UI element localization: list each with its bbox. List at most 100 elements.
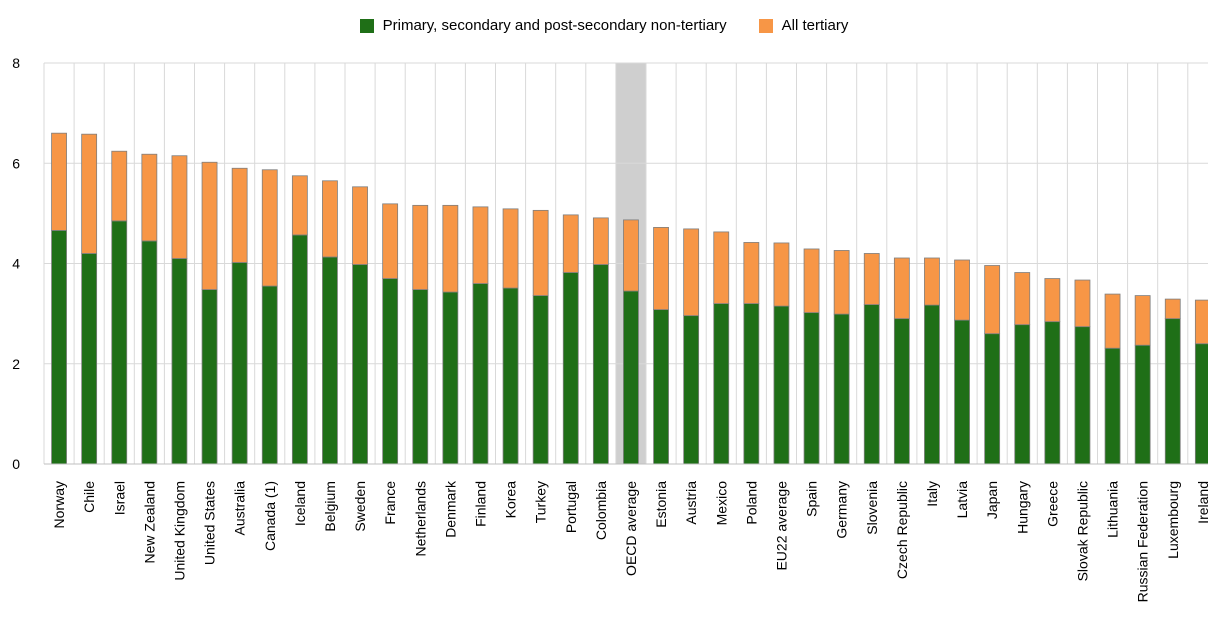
x-tick-label: Canada (1) <box>262 481 278 551</box>
bar-segment-primary <box>1134 344 1151 465</box>
bar-segment-primary <box>924 304 940 465</box>
x-tick-label: EU22 average <box>773 481 789 571</box>
legend-label-tertiary: All tertiary <box>781 17 849 34</box>
bar-segment-tertiary <box>893 257 910 320</box>
bar-segment-tertiary <box>1164 298 1181 320</box>
x-tick-label: Poland <box>743 481 759 525</box>
chart-legend: Primary, secondary and post-secondary no… <box>0 17 1208 34</box>
bar-segment-primary <box>1164 318 1181 465</box>
bar-segment-tertiary <box>924 257 940 306</box>
x-tick-label: Greece <box>1044 481 1060 527</box>
bar-segment-tertiary <box>532 209 549 296</box>
x-tick-label: Hungary <box>1014 481 1030 534</box>
x-tick-label: United States <box>202 481 218 565</box>
bar-segment-primary <box>562 272 579 465</box>
y-tick-label: 8 <box>12 55 20 71</box>
bar-segment-tertiary <box>472 206 489 284</box>
bar-segment-primary <box>1104 347 1121 465</box>
x-tick-label: Russian Federation <box>1135 481 1151 602</box>
bar-segment-tertiary <box>201 161 218 290</box>
legend-swatch-primary <box>359 18 374 33</box>
legend-item-primary: Primary, secondary and post-secondary no… <box>359 17 727 34</box>
bar-segment-tertiary <box>442 204 459 293</box>
x-tick-label: Australia <box>232 481 248 536</box>
y-tick-label: 0 <box>12 456 20 472</box>
bar-segment-tertiary <box>713 231 730 304</box>
x-tick-label: France <box>382 481 398 525</box>
bar-segment-primary <box>893 318 910 465</box>
x-tick-label: Denmark <box>442 480 458 538</box>
bar-segment-tertiary <box>171 155 188 259</box>
x-tick-label: Czech Republic <box>894 481 910 579</box>
bar-segment-primary <box>1014 324 1031 465</box>
bar-segment-primary <box>863 304 880 465</box>
x-tick-label: Slovak Republic <box>1074 481 1090 581</box>
bar-segment-primary <box>532 295 549 465</box>
bar-segment-primary <box>623 290 639 465</box>
bar-segment-primary <box>81 253 98 465</box>
legend-item-tertiary: All tertiary <box>758 17 849 34</box>
bar-segment-primary <box>653 309 669 465</box>
bar-segment-tertiary <box>1014 272 1031 326</box>
y-tick-label: 4 <box>12 256 20 272</box>
x-tick-label: Netherlands <box>412 481 428 557</box>
bar-segment-primary <box>773 305 790 465</box>
x-tick-label: Latvia <box>954 481 970 519</box>
bar-segment-tertiary <box>352 186 368 265</box>
bar-segment-tertiary <box>863 253 880 306</box>
y-tick-label: 6 <box>12 155 20 171</box>
bar-segment-primary <box>442 291 459 465</box>
bar-segment-primary <box>322 256 338 465</box>
bar-segment-primary <box>1044 321 1061 465</box>
x-tick-label: Ireland <box>1195 481 1208 524</box>
x-tick-label: Lithuania <box>1105 481 1121 538</box>
x-tick-label: Slovenia <box>864 481 880 535</box>
bar-segment-primary <box>1194 343 1208 465</box>
y-tick-label: 2 <box>12 356 20 372</box>
bar-segment-tertiary <box>502 208 519 289</box>
bar-segment-primary <box>51 230 67 465</box>
x-tick-label: OECD average <box>623 481 639 576</box>
bar-segment-primary <box>231 262 248 465</box>
x-tick-label: Germany <box>834 481 850 539</box>
x-tick-label: Austria <box>683 481 699 525</box>
bar-segment-tertiary <box>954 259 970 321</box>
bar-segment-tertiary <box>773 242 790 307</box>
x-tick-label: Belgium <box>322 481 338 532</box>
bar-segment-tertiary <box>111 150 128 222</box>
bar-segment-tertiary <box>1104 293 1121 349</box>
x-tick-label: Iceland <box>292 481 308 526</box>
bar-segment-primary <box>743 303 760 465</box>
x-tick-label: Finland <box>472 481 488 527</box>
bar-segment-primary <box>291 234 308 465</box>
bar-segment-primary <box>201 289 218 465</box>
bar-segment-tertiary <box>1134 295 1151 346</box>
x-tick-label: Luxembourg <box>1165 481 1181 559</box>
x-tick-label: Estonia <box>653 481 669 528</box>
x-tick-label: Israel <box>111 481 127 515</box>
bar-segment-tertiary <box>562 214 579 273</box>
x-tick-label: Spain <box>804 481 820 517</box>
bar-segment-tertiary <box>653 227 669 311</box>
bar-segment-tertiary <box>231 167 248 263</box>
legend-swatch-tertiary <box>758 18 773 33</box>
bar-segment-tertiary <box>141 153 158 242</box>
bar-segment-primary <box>984 333 1001 465</box>
legend-label-primary: Primary, secondary and post-secondary no… <box>382 17 727 34</box>
x-tick-label: Turkey <box>533 481 549 523</box>
x-tick-label: Mexico <box>713 481 729 526</box>
x-tick-label: Sweden <box>352 481 368 532</box>
x-tick-label: Portugal <box>563 481 579 533</box>
bar-segment-primary <box>833 313 850 465</box>
x-tick-label: Norway <box>51 481 67 528</box>
x-tick-label: Colombia <box>593 481 609 540</box>
bar-segment-primary <box>592 264 609 465</box>
bar-segment-tertiary <box>1194 299 1208 345</box>
bar-segment-tertiary <box>51 132 67 231</box>
bar-segment-primary <box>111 220 128 465</box>
bar-segment-tertiary <box>1044 278 1061 323</box>
bar-segment-primary <box>954 319 970 465</box>
bar-segment-tertiary <box>322 180 338 258</box>
bar-segment-tertiary <box>81 133 98 254</box>
